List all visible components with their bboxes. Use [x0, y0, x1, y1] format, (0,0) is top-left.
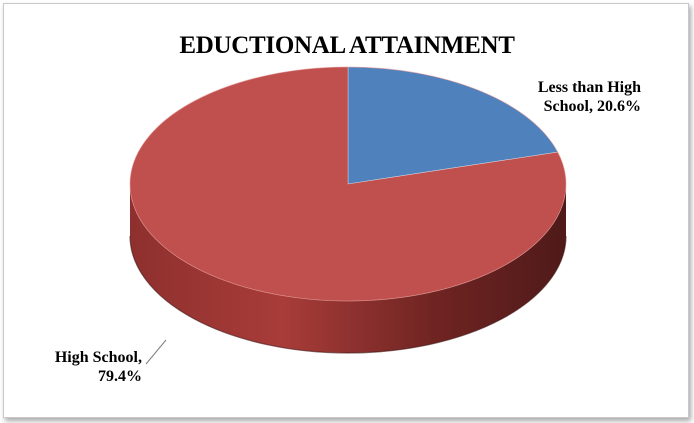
leader-lines: [146, 340, 166, 364]
slice-label-line: Less than High: [538, 79, 641, 96]
slice-label-line: 79.4%: [98, 368, 142, 385]
slice-label-line: High School,: [55, 349, 142, 366]
slice-label-0: Less than High School, 20.6%: [538, 79, 641, 115]
slice-label-line: School, 20.6%: [544, 98, 641, 115]
pie-top: [130, 67, 566, 301]
leader-line-1: [146, 340, 166, 364]
slice-label-1: High School, 79.4%: [55, 349, 142, 385]
